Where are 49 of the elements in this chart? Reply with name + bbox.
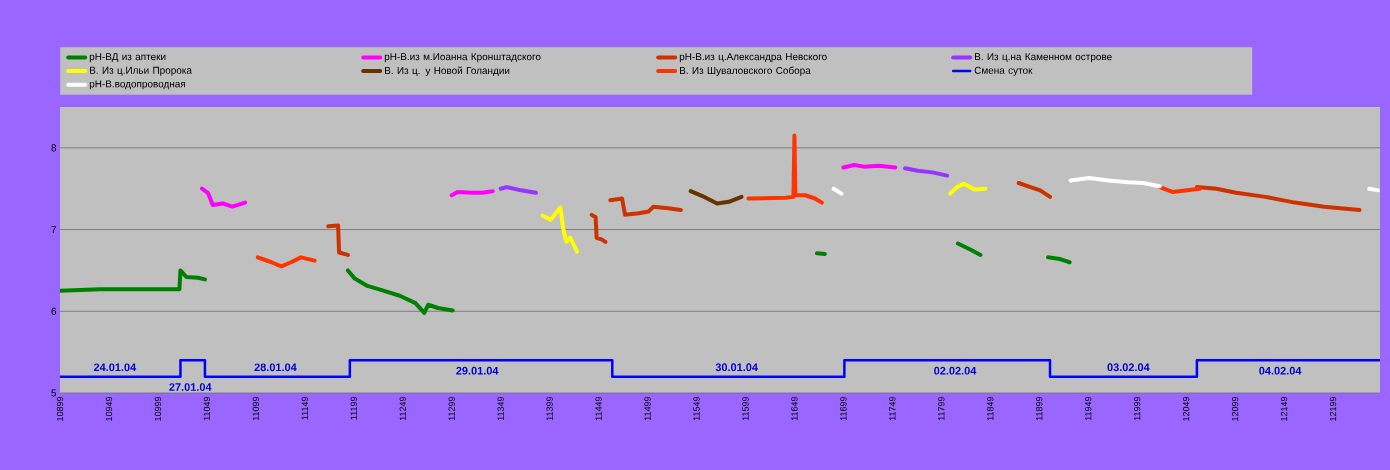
x-tick-label: 11849 xyxy=(987,396,994,421)
x-tick-label: 11449 xyxy=(595,396,602,421)
x-tick-label: 11649 xyxy=(791,396,798,421)
y-tick-label: 6 xyxy=(51,307,57,315)
x-tick-label: 11299 xyxy=(448,396,455,421)
annotation: 28.01.04 xyxy=(254,363,297,372)
x-tick-label: 12199 xyxy=(1329,396,1337,421)
x-tick-label: 11399 xyxy=(546,396,553,421)
x-tick-label: 10949 xyxy=(105,396,113,421)
x-tick-label: 11549 xyxy=(693,396,700,421)
line-series xyxy=(688,189,744,206)
x-tick-label: 11599 xyxy=(742,396,749,421)
x-tick-label: 12049 xyxy=(1182,396,1190,421)
legend-label: рН-ВД из аптеки xyxy=(89,53,166,63)
x-tick-label: 11099 xyxy=(252,396,260,421)
x-tick-label: 11149 xyxy=(301,396,308,420)
x-tick-label: 11349 xyxy=(497,396,504,421)
annotation: 29.01.04 xyxy=(456,366,499,375)
x-tick-label: 11899 xyxy=(1036,396,1043,421)
x-tick-label: 11199 xyxy=(350,396,357,420)
annotation: 04.02.04 xyxy=(1259,366,1302,375)
x-tick-label: 10899 xyxy=(56,396,64,421)
x-tick-label: 10999 xyxy=(154,396,162,421)
legend-label: В. Из Шуваловского Собора xyxy=(680,66,811,76)
x-tick-label: 12099 xyxy=(1231,396,1239,421)
x-tick-label: 11499 xyxy=(644,396,651,421)
legend-label: В. Из ц.Ильи Пророка xyxy=(90,66,192,76)
y-tick-label: 7 xyxy=(51,226,56,233)
legend-label: В. Из ц.на Каменном острове xyxy=(974,53,1112,63)
annotation: 03.02.04 xyxy=(1107,363,1150,372)
y-tick-label: 5 xyxy=(51,389,57,397)
x-tick-label: 11749 xyxy=(889,396,896,421)
legend-label: рН-В.из м.Иоанна Кронштадского xyxy=(384,53,541,63)
legend-label: рН-В.из ц.Александра Невского xyxy=(679,53,827,63)
x-tick-label: 11049 xyxy=(203,396,211,421)
x-tick-label: 11999 xyxy=(1133,396,1141,421)
annotation: 24.01.04 xyxy=(93,363,137,372)
legend-label: Смена суток xyxy=(974,66,1033,76)
x-tick-label: 11699 xyxy=(840,396,847,421)
x-tick-label: 12149 xyxy=(1280,396,1288,421)
annotation: 27.01.04 xyxy=(169,383,212,391)
x-tick-label: 11949 xyxy=(1085,396,1092,421)
annotation: 02.02.04 xyxy=(934,366,977,375)
legend-label: В. Из ц. у Новой Голандии xyxy=(385,66,510,77)
y-tick-label: 8 xyxy=(51,144,57,152)
x-tick-label: 11249 xyxy=(399,396,406,421)
x-tick-label: 11799 xyxy=(938,396,945,421)
annotation: 30.01.04 xyxy=(715,363,758,372)
legend-label: рН-В.водопроводная xyxy=(89,80,186,90)
